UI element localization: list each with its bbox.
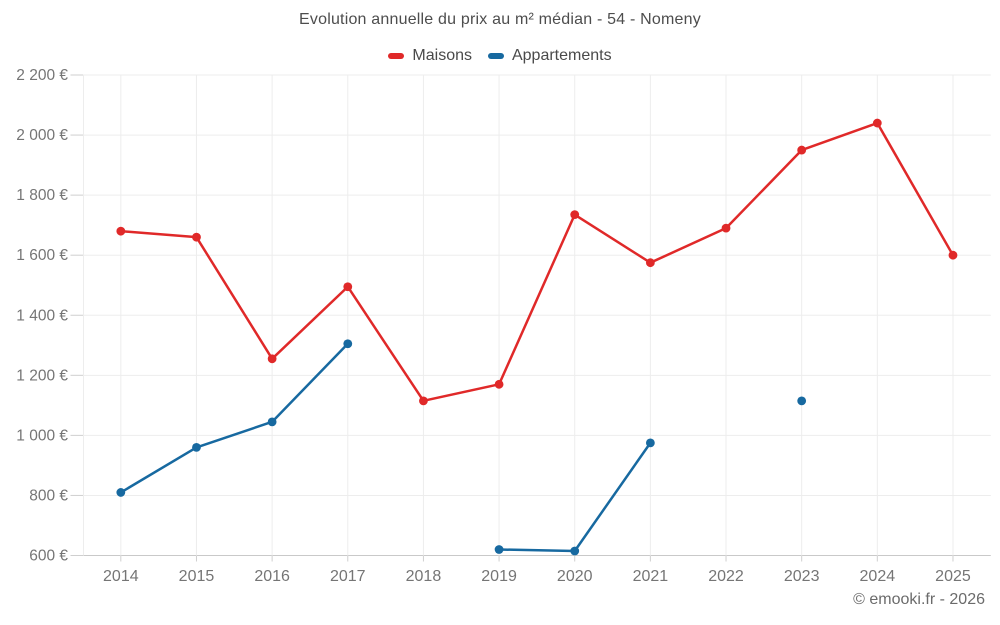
x-tick-label: 2017 bbox=[330, 568, 366, 585]
x-tick-label: 2016 bbox=[254, 568, 290, 585]
legend-label-appartements: Appartements bbox=[511, 47, 612, 64]
series-appartements-point[interactable] bbox=[116, 488, 126, 497]
chart-legend: Maisons Appartements bbox=[0, 45, 1000, 67]
y-tick-label: 1 400 € bbox=[16, 307, 68, 324]
series-maisons-point[interactable] bbox=[192, 232, 201, 242]
series-appartements-point[interactable] bbox=[570, 546, 580, 556]
series-maisons-point[interactable] bbox=[419, 396, 428, 406]
x-tick-label: 2019 bbox=[481, 568, 517, 585]
copyright-credit: © emooki.fr - 2026 bbox=[853, 591, 985, 608]
x-tick-label: 2021 bbox=[633, 568, 669, 585]
series-maisons-point[interactable] bbox=[570, 210, 580, 220]
series-maisons-point[interactable] bbox=[343, 282, 353, 292]
legend-item-appartements[interactable]: Appartements bbox=[487, 47, 612, 65]
series-maisons-point[interactable] bbox=[494, 379, 504, 389]
y-tick-label: 1 000 € bbox=[16, 427, 68, 444]
y-tick-label: 2 000 € bbox=[16, 127, 68, 144]
series-maisons-point[interactable] bbox=[872, 118, 882, 128]
x-tick-label: 2015 bbox=[179, 568, 215, 585]
series-appartements-point[interactable] bbox=[494, 545, 504, 554]
series-maisons-point[interactable] bbox=[797, 145, 807, 155]
legend-item-maisons[interactable]: Maisons bbox=[388, 47, 472, 65]
series-maisons-point[interactable] bbox=[721, 223, 731, 233]
series-appartements-point[interactable] bbox=[192, 442, 201, 452]
maisons-swatch-icon bbox=[388, 53, 405, 59]
series-appartements-point[interactable] bbox=[267, 417, 277, 427]
y-tick-label: 1 200 € bbox=[16, 367, 68, 384]
series-maisons-point[interactable] bbox=[645, 258, 655, 268]
chart-title: Evolution annuelle du prix au m² médian … bbox=[299, 11, 701, 28]
legend-label-maisons: Maisons bbox=[412, 47, 472, 64]
series-maisons-point[interactable] bbox=[948, 250, 958, 260]
y-tick-label: 1 800 € bbox=[16, 187, 68, 204]
series-maisons-line bbox=[119, 121, 955, 403]
x-tick-label: 2023 bbox=[784, 568, 820, 585]
series-appartements-point[interactable] bbox=[645, 438, 655, 448]
x-tick-label: 2018 bbox=[406, 568, 442, 585]
x-tick-label: 2014 bbox=[103, 568, 139, 585]
series-maisons-point[interactable] bbox=[116, 226, 126, 236]
x-tick-label: 2022 bbox=[708, 568, 744, 585]
y-tick-label: 800 € bbox=[29, 487, 68, 504]
y-tick-label: 1 600 € bbox=[16, 247, 68, 264]
series-maisons-point[interactable] bbox=[267, 354, 277, 364]
x-tick-label: 2025 bbox=[935, 568, 971, 585]
series-appartements-point[interactable] bbox=[797, 396, 807, 406]
x-tick-label: 2024 bbox=[860, 568, 896, 585]
series-appartements-line bbox=[119, 342, 350, 494]
y-tick-label: 2 200 € bbox=[16, 67, 68, 84]
y-tick-label: 600 € bbox=[29, 548, 68, 565]
x-tick-label: 2020 bbox=[557, 568, 593, 585]
series-appartements-point[interactable] bbox=[343, 339, 353, 349]
appartements-swatch-icon bbox=[487, 53, 504, 59]
